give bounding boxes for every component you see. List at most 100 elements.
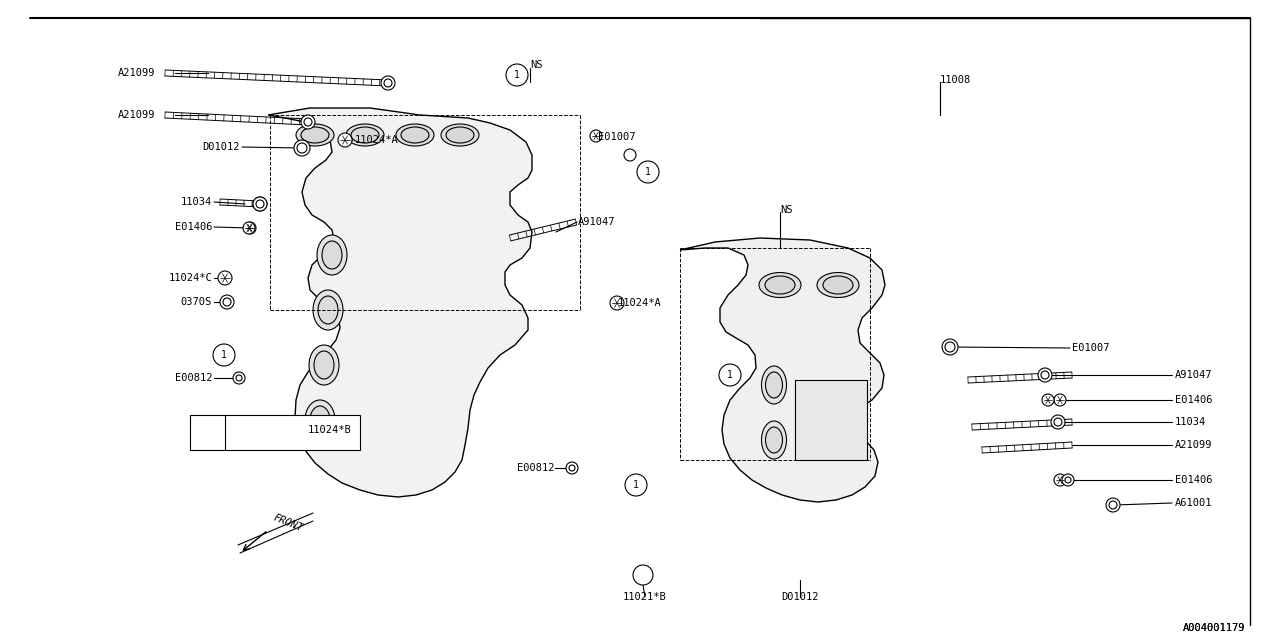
Circle shape bbox=[1041, 371, 1050, 379]
Text: FRONT: FRONT bbox=[271, 513, 305, 534]
Ellipse shape bbox=[317, 296, 338, 324]
Ellipse shape bbox=[396, 124, 434, 146]
Circle shape bbox=[566, 462, 579, 474]
Ellipse shape bbox=[765, 276, 795, 294]
Circle shape bbox=[945, 342, 955, 352]
Ellipse shape bbox=[765, 427, 782, 453]
Ellipse shape bbox=[305, 400, 335, 440]
Text: E00812: E00812 bbox=[517, 463, 556, 473]
Circle shape bbox=[942, 339, 957, 355]
Text: E01007: E01007 bbox=[1073, 343, 1110, 353]
Ellipse shape bbox=[317, 235, 347, 275]
Text: 11024*A: 11024*A bbox=[618, 298, 662, 308]
Ellipse shape bbox=[323, 241, 342, 269]
Text: A004001179: A004001179 bbox=[1183, 623, 1245, 633]
Circle shape bbox=[506, 64, 529, 86]
Circle shape bbox=[637, 161, 659, 183]
Ellipse shape bbox=[762, 421, 786, 459]
Bar bbox=[189, 415, 360, 450]
Circle shape bbox=[625, 149, 636, 161]
Circle shape bbox=[590, 130, 602, 142]
Circle shape bbox=[1106, 498, 1120, 512]
Ellipse shape bbox=[442, 124, 479, 146]
Text: 11024*B: 11024*B bbox=[308, 425, 352, 435]
Circle shape bbox=[294, 140, 310, 156]
Text: A21099: A21099 bbox=[118, 110, 155, 120]
Circle shape bbox=[381, 76, 396, 90]
Text: A21099: A21099 bbox=[1175, 440, 1212, 450]
Circle shape bbox=[1053, 394, 1066, 406]
Ellipse shape bbox=[301, 127, 329, 143]
Ellipse shape bbox=[310, 406, 330, 434]
Text: 11024*A: 11024*A bbox=[355, 135, 399, 145]
Circle shape bbox=[1051, 415, 1065, 429]
Text: 1: 1 bbox=[634, 480, 639, 490]
Ellipse shape bbox=[765, 372, 782, 398]
Polygon shape bbox=[268, 108, 532, 497]
Text: E00812: E00812 bbox=[174, 373, 212, 383]
Text: D01012: D01012 bbox=[781, 592, 819, 602]
Circle shape bbox=[233, 372, 244, 384]
Ellipse shape bbox=[445, 127, 474, 143]
Text: 11034: 11034 bbox=[180, 197, 212, 207]
Ellipse shape bbox=[401, 127, 429, 143]
Circle shape bbox=[338, 133, 352, 147]
Circle shape bbox=[223, 298, 230, 306]
Text: 1: 1 bbox=[727, 370, 733, 380]
Ellipse shape bbox=[759, 273, 801, 298]
Circle shape bbox=[236, 375, 242, 381]
Circle shape bbox=[1038, 368, 1052, 382]
Text: E01406: E01406 bbox=[1175, 475, 1212, 485]
Circle shape bbox=[570, 465, 575, 471]
Ellipse shape bbox=[762, 366, 786, 404]
Ellipse shape bbox=[296, 124, 334, 146]
Circle shape bbox=[1062, 474, 1074, 486]
Ellipse shape bbox=[823, 276, 852, 294]
Circle shape bbox=[1053, 418, 1062, 426]
Text: E01406: E01406 bbox=[1175, 395, 1212, 405]
Text: 1: 1 bbox=[515, 70, 520, 80]
Ellipse shape bbox=[308, 345, 339, 385]
Circle shape bbox=[196, 420, 220, 444]
Text: 11024*C: 11024*C bbox=[168, 273, 212, 283]
Text: 0370S: 0370S bbox=[180, 297, 212, 307]
Text: E01007: E01007 bbox=[598, 132, 635, 142]
Circle shape bbox=[253, 197, 268, 211]
Text: NS: NS bbox=[530, 60, 543, 70]
Ellipse shape bbox=[351, 127, 379, 143]
Bar bbox=[795, 380, 867, 460]
Circle shape bbox=[1053, 474, 1066, 486]
Circle shape bbox=[1108, 501, 1117, 509]
Ellipse shape bbox=[346, 124, 384, 146]
Circle shape bbox=[634, 565, 653, 585]
Circle shape bbox=[244, 222, 256, 234]
Circle shape bbox=[220, 295, 234, 309]
Text: 1: 1 bbox=[205, 427, 211, 437]
Text: 11021*B: 11021*B bbox=[623, 592, 667, 602]
Text: 1: 1 bbox=[221, 350, 227, 360]
Circle shape bbox=[243, 222, 255, 234]
Circle shape bbox=[1042, 394, 1053, 406]
Text: A21099: A21099 bbox=[118, 68, 155, 78]
Polygon shape bbox=[680, 238, 884, 502]
Text: E01406: E01406 bbox=[174, 222, 212, 232]
Circle shape bbox=[301, 115, 315, 129]
Circle shape bbox=[384, 79, 392, 87]
Text: 1: 1 bbox=[645, 167, 652, 177]
Text: A61001: A61001 bbox=[1175, 498, 1212, 508]
Text: NS: NS bbox=[780, 205, 792, 215]
Circle shape bbox=[297, 143, 307, 153]
Circle shape bbox=[719, 364, 741, 386]
Text: D01012: D01012 bbox=[202, 142, 241, 152]
Ellipse shape bbox=[817, 273, 859, 298]
Circle shape bbox=[253, 197, 268, 211]
Ellipse shape bbox=[314, 290, 343, 330]
Circle shape bbox=[256, 200, 264, 208]
Circle shape bbox=[611, 296, 625, 310]
Circle shape bbox=[625, 474, 646, 496]
Circle shape bbox=[212, 344, 236, 366]
Text: A91047: A91047 bbox=[579, 217, 616, 227]
Ellipse shape bbox=[314, 351, 334, 379]
Text: A004001179: A004001179 bbox=[1183, 623, 1245, 633]
Circle shape bbox=[218, 271, 232, 285]
